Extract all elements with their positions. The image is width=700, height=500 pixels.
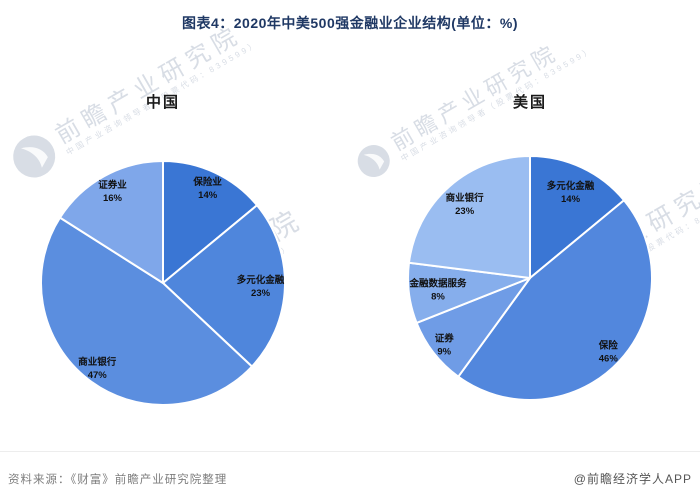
pie-slice-多元化金融 [162, 204, 286, 368]
pie-slice-label: 商业银行 23% [446, 192, 485, 217]
footer-divider [0, 451, 700, 452]
pie-slice-保险 [457, 199, 653, 401]
chart-title: 图表4：2020年中美500强金融业企业结构(单位：%) [181, 15, 519, 31]
pie-slice-label: 商业银行 47% [78, 356, 117, 381]
pie-slice-label: 保险 46% [598, 339, 619, 364]
pie-slice-证券业 [58, 160, 164, 284]
pie-slice-商业银行 [40, 216, 253, 406]
watermark-brand: 前瞻产业研究院 [386, 39, 564, 156]
pie-slice-保险业 [162, 160, 259, 284]
pie-slice-label: 证券业 16% [98, 179, 127, 204]
source-note: 资料来源：《财富》前瞻产业研究院整理 [8, 474, 228, 486]
pie-slice-label: 金融数据服务 8% [409, 278, 468, 303]
qianzhan-logo-icon [357, 145, 390, 178]
pie-slice-多元化金融 [529, 155, 626, 279]
pie-subtitle-usa: 美国 [512, 94, 547, 111]
pie-slice-label: 证券 9% [435, 333, 455, 358]
pie-subtitle-china: 中国 [145, 94, 180, 111]
pie-slice-商业银行 [407, 155, 531, 279]
watermark-brand: 前瞻产业研究院 [50, 20, 247, 149]
pie-slice-label: 多元化金融 23% [237, 274, 285, 299]
pie-chart-usa: 多元化金融 14% 保险 46% 证券 9% 金融数据服务 8% 商业银行 23% [407, 155, 653, 401]
pie-slice-label: 多元化金融 14% [547, 180, 595, 205]
credit-note: @前瞻经济学人APP [573, 472, 692, 486]
pie-slice-label: 保险业 14% [192, 176, 222, 201]
pie-chart-china: 保险业 14% 多元化金融 23% 商业银行 47% 证券业 16% [40, 160, 286, 406]
